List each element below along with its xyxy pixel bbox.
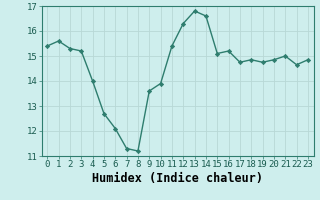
X-axis label: Humidex (Indice chaleur): Humidex (Indice chaleur) xyxy=(92,172,263,185)
